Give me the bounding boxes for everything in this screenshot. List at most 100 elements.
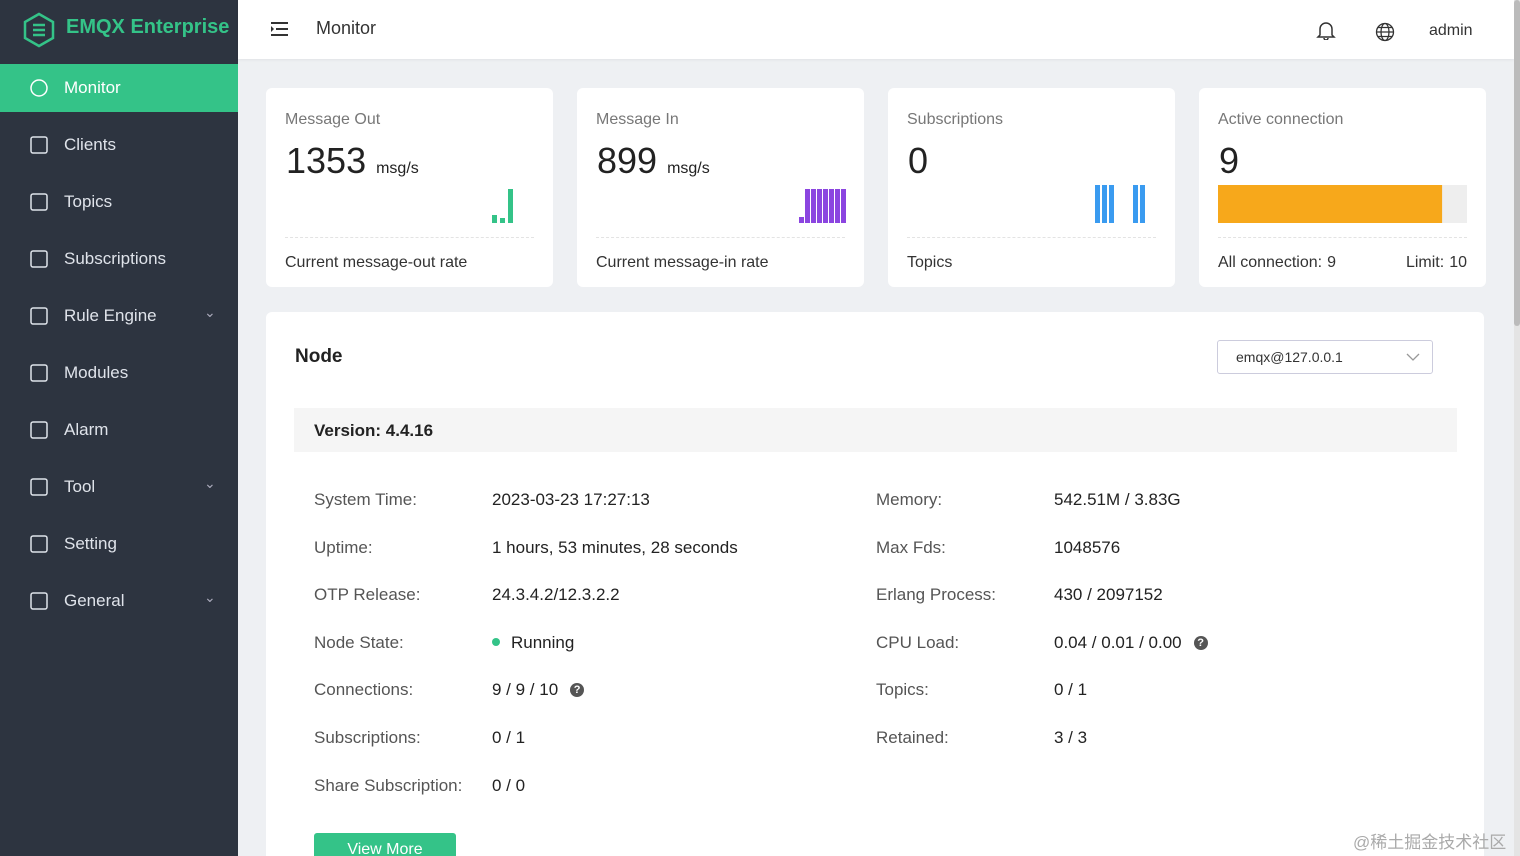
detail-value: 0 / 1: [492, 728, 525, 748]
card-unit: msg/s: [376, 160, 419, 177]
detail-text: 0 / 0: [492, 775, 526, 795]
nav-item[interactable]: Monitor: [0, 64, 238, 112]
nav-item[interactable]: Topics: [0, 178, 238, 226]
card-title: Subscriptions: [907, 111, 1004, 128]
nav-item[interactable]: Alarm: [0, 406, 238, 454]
nav-icon-shape: [30, 250, 48, 268]
sparkbar: [500, 218, 505, 223]
nav-label: Subscriptions: [64, 249, 167, 268]
detail-text: 2023-03-23 17:27:13: [492, 490, 650, 509]
detail-label: Memory:: [876, 490, 943, 509]
nav-label: Modules: [64, 363, 129, 382]
nav-item[interactable]: Tool ⌄: [0, 463, 238, 511]
sparkbars: [799, 189, 846, 223]
card-value: 0: [908, 140, 928, 182]
view-more-button[interactable]: View More: [314, 833, 456, 856]
bell-icon[interactable]: [1316, 20, 1336, 40]
nav-icon: [30, 364, 48, 382]
detail-text: 3 / 3: [1054, 728, 1088, 747]
detail-value: 1 hours, 53 minutes, 28 seconds: [492, 538, 738, 558]
nav-label: Tool: [64, 477, 96, 496]
sparkbar: [841, 189, 846, 223]
nav-chevron: ⌄: [204, 304, 216, 320]
nav-label: Topics: [64, 192, 113, 211]
card-footer-right: Limit: 10: [1406, 254, 1467, 272]
detail-value: 2023-03-23 17:27:13: [492, 490, 650, 510]
nav-item[interactable]: Clients: [0, 121, 238, 169]
detail-value: Running: [492, 633, 574, 653]
detail-text: 0 / 1: [1054, 680, 1088, 700]
sparkbar: [811, 189, 816, 223]
footer-label: All connection:: [1218, 254, 1323, 271]
user-menu[interactable]: admin: [1429, 22, 1473, 39]
detail-label: CPU Load:: [876, 632, 960, 652]
detail-label: Connections:: [314, 680, 414, 700]
card-footer: Current message-in rate: [596, 254, 769, 271]
nav-label: Monitor: [64, 78, 121, 97]
sparkbar: [1133, 185, 1138, 223]
card-title: Active connection: [1218, 111, 1344, 128]
nav-label: Alarm: [64, 420, 109, 439]
detail-text: 1048576: [1054, 537, 1121, 557]
detail-value: 9 / 9 / 10?: [492, 680, 585, 700]
node-panel: [266, 312, 1484, 856]
detail-label: Node State:: [314, 632, 404, 652]
detail-text: 1 hours, 53 minutes, 28 seconds: [492, 537, 738, 557]
nav-icon: [30, 307, 48, 325]
detail-label: System Time:: [314, 490, 417, 509]
nav-item[interactable]: Rule Engine ⌄: [0, 292, 238, 340]
nav-icon-shape: [30, 307, 48, 325]
sparkbar: [1095, 185, 1100, 223]
nav-icon: [30, 250, 48, 268]
detail-text: 0 / 1: [492, 728, 526, 747]
card-value: 1353 msg/s: [286, 140, 419, 182]
card-footer: Current message-out rate: [285, 254, 468, 271]
nav-icon-shape: [30, 592, 48, 610]
detail-label: Retained:: [876, 728, 949, 747]
sparkbar: [492, 215, 497, 223]
sparkbar: [805, 189, 810, 223]
nav-item[interactable]: General ⌄: [0, 577, 238, 625]
nav-label: Clients: [64, 135, 116, 154]
page-title: Monitor: [316, 18, 377, 38]
nav-icon-shape: [30, 136, 48, 154]
connection-bar: [1218, 185, 1467, 223]
detail-text: 430 / 2097152: [1054, 585, 1163, 605]
menu-toggle[interactable]: [270, 20, 290, 38]
detail-text: 9 / 9 / 10: [492, 680, 559, 700]
nav-item[interactable]: Subscriptions: [0, 235, 238, 283]
scrollbar-thumb[interactable]: [1514, 0, 1520, 326]
detail-value: 542.51M / 3.83G: [1054, 490, 1181, 510]
node-title: Node: [295, 346, 343, 367]
help-icon[interactable]: ?: [570, 683, 585, 698]
stat-card: Active connection 9 All connection: 9 Limit:…: [1199, 88, 1486, 287]
language-icon[interactable]: [1375, 22, 1395, 42]
version: Version: 4.4.16: [314, 421, 434, 440]
card-number: 1353: [286, 140, 367, 181]
status-dot: [492, 637, 500, 646]
node-select[interactable]: emqx@127.0.0.1: [1217, 340, 1433, 374]
help-icon[interactable]: ?: [1193, 635, 1208, 650]
sparkbar: [817, 189, 822, 223]
card-number: 899: [597, 140, 658, 181]
card-divider: [907, 237, 1156, 238]
nav-item[interactable]: Modules: [0, 349, 238, 397]
nav-chevron: ⌄: [204, 475, 216, 491]
sparkbars: [1095, 185, 1145, 223]
sparkbar: [1109, 185, 1114, 223]
nav-icon-shape: [30, 535, 48, 553]
detail-value: 0.04 / 0.01 / 0.00?: [1054, 633, 1208, 653]
detail-value: 24.3.4.2/12.3.2.2: [492, 585, 620, 605]
nav-item[interactable]: Setting: [0, 520, 238, 568]
card-number: 0: [908, 140, 929, 181]
stat-card: Subscriptions 0 Topics: [888, 88, 1175, 287]
brand: EMQX Enterprise: [66, 16, 230, 38]
card-value: 9: [1219, 140, 1239, 182]
card-divider: [596, 237, 845, 238]
logo: [23, 12, 55, 48]
detail-label: Erlang Process:: [876, 585, 996, 605]
nav-icon: [30, 535, 48, 553]
